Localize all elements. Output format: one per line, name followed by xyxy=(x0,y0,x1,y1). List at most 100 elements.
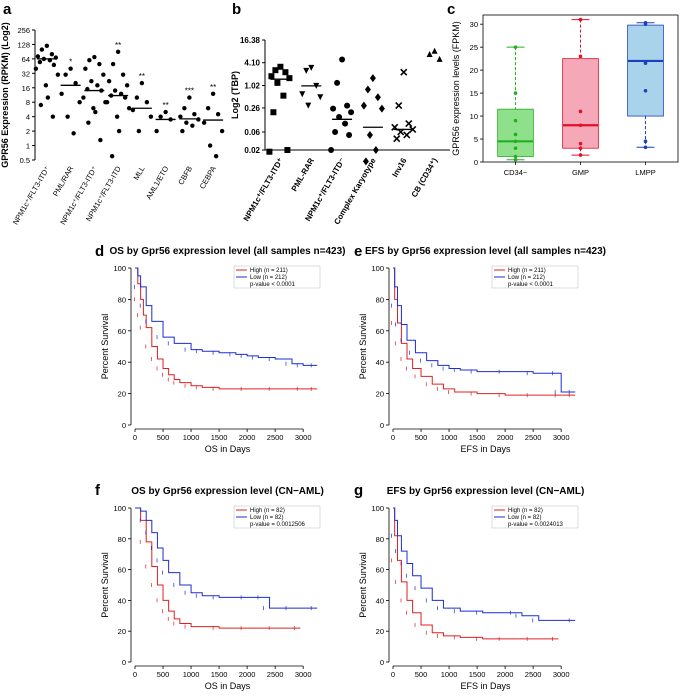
data-point xyxy=(372,146,379,154)
data-point xyxy=(68,66,73,71)
data-point xyxy=(124,83,130,88)
category-group: CB (CD34⁺) xyxy=(410,47,443,199)
y-tick-label: 40 xyxy=(118,358,126,367)
x-tick-label: 1500 xyxy=(469,670,486,679)
x-tick-label: LMPP xyxy=(635,168,655,177)
x-tick-label: 3000 xyxy=(295,670,312,679)
data-point xyxy=(71,131,76,136)
y-tick-label: 80 xyxy=(376,295,384,304)
legend-entry: p-value < 0.0001 xyxy=(508,282,554,288)
data-point xyxy=(178,114,183,119)
panel-label-e: e xyxy=(354,243,362,260)
data-point xyxy=(126,106,132,111)
data-point xyxy=(578,141,583,146)
y-tick-label: 0 xyxy=(474,158,478,167)
data-point xyxy=(578,146,583,151)
data-point xyxy=(268,73,275,80)
significance-mark: ** xyxy=(163,101,169,110)
category-group: Inv16 xyxy=(390,68,417,179)
significance-mark: *** xyxy=(185,87,194,96)
data-point xyxy=(134,95,140,100)
y-tick-label: 40 xyxy=(118,596,126,605)
x-tick-label: CBFB xyxy=(176,165,194,187)
data-point xyxy=(45,95,51,100)
data-point xyxy=(286,75,293,82)
data-point xyxy=(136,128,142,134)
data-point xyxy=(426,50,433,57)
data-point xyxy=(280,92,287,99)
x-tick-label: GMP xyxy=(572,168,589,177)
data-point xyxy=(513,139,518,144)
x-tick-label: 2000 xyxy=(497,433,514,442)
y-tick-label: 20 xyxy=(376,390,384,399)
y-axis-label: Percent Survival xyxy=(100,552,110,618)
data-point xyxy=(513,154,518,159)
data-point xyxy=(362,157,369,166)
x-tick-label: 2000 xyxy=(497,670,514,679)
data-point xyxy=(513,91,518,95)
category-group: *** CBFB xyxy=(176,87,201,187)
data-point xyxy=(59,91,64,96)
legend-entry: Low (n = 82) xyxy=(250,515,284,521)
chart-title: EFS by Gpr56 expression level (all sampl… xyxy=(365,246,606,257)
y-tick-label: 100 xyxy=(371,504,384,513)
data-point xyxy=(513,132,518,137)
x-tick-label: 3000 xyxy=(295,433,312,442)
x-tick-label: 0 xyxy=(133,433,137,442)
y-axis-label: Log2 (TBP) xyxy=(230,71,240,119)
y-tick-label: 100 xyxy=(371,264,384,273)
data-point xyxy=(55,72,61,77)
box-body xyxy=(562,58,599,149)
data-point xyxy=(98,137,103,143)
legend-entry: High (n = 211) xyxy=(250,268,288,274)
data-point xyxy=(270,109,277,116)
y-tick-label: 25 xyxy=(470,43,478,52)
survival-curve xyxy=(393,267,576,396)
data-point xyxy=(360,101,367,110)
y-tick-label: 80 xyxy=(118,535,126,544)
data-point xyxy=(395,102,403,110)
y-axis-label: Percent Survival xyxy=(100,314,110,380)
data-point xyxy=(436,55,443,62)
chart-title: OS by Gpr56 expression level (all sample… xyxy=(110,246,346,257)
x-tick-label: 2500 xyxy=(525,433,542,442)
x-tick-label: 1500 xyxy=(469,433,486,442)
x-tick-label: AML1/ETO xyxy=(144,164,170,201)
data-point xyxy=(184,120,189,125)
data-point xyxy=(192,112,197,117)
data-point xyxy=(513,118,518,123)
significance-mark: ** xyxy=(139,72,145,81)
data-point xyxy=(215,112,221,117)
data-point xyxy=(97,61,102,67)
x-axis-label: EFS in Days xyxy=(460,444,511,454)
panel-b-scatter: 0.02 0.06 0.26 1.02 4.10 16.38 Log2 (TBP) NPM1c… xyxy=(230,36,450,226)
y-tick-label: 16.38 xyxy=(240,36,261,45)
x-tick-label: MLL xyxy=(132,165,147,182)
y-tick-label: 0.02 xyxy=(244,146,260,155)
legend-box xyxy=(491,265,579,289)
y-tick-label: 2 xyxy=(26,127,30,136)
data-point xyxy=(116,128,122,134)
y-tick-label: 60 xyxy=(376,327,384,336)
y-axis-label: Percent Survival xyxy=(358,552,368,618)
x-axis-label: OS in Days xyxy=(205,444,251,454)
data-point xyxy=(213,154,219,159)
y-tick-label: 10 xyxy=(470,112,478,121)
data-point xyxy=(431,47,438,54)
x-tick-label: CD34− xyxy=(504,168,528,177)
y-tick-label: 0.06 xyxy=(244,128,260,137)
y-tick-label: 20 xyxy=(118,627,126,636)
data-point xyxy=(330,105,337,112)
y-tick-label: 128 xyxy=(17,40,30,49)
x-tick-label: 0 xyxy=(133,670,137,679)
y-tick-label: 80 xyxy=(376,535,384,544)
y-tick-label: 5 xyxy=(474,135,478,144)
y-tick-label: 40 xyxy=(376,596,384,605)
y-tick-label: 60 xyxy=(118,566,126,575)
data-point xyxy=(303,67,310,74)
data-point xyxy=(81,95,86,100)
data-point xyxy=(118,91,124,96)
data-point xyxy=(364,85,371,94)
panel-label-c: c xyxy=(447,1,455,18)
